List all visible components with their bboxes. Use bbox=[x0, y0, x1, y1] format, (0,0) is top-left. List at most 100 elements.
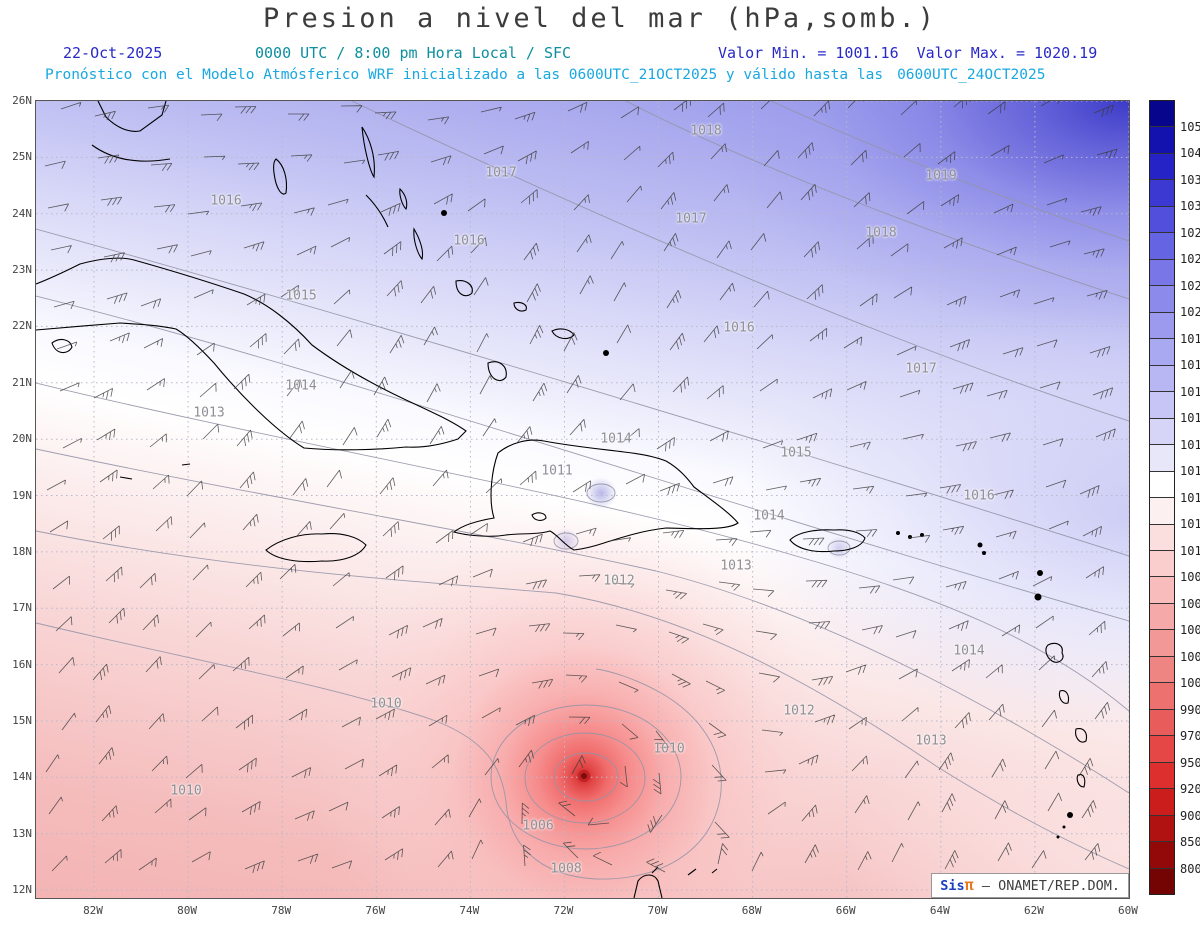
valid-time: 0000 UTC / 8:00 pm Hora Local / SFC bbox=[255, 44, 572, 62]
lat-tick-label: 24N bbox=[12, 206, 32, 220]
colorbar-segment bbox=[1150, 629, 1174, 656]
lon-tick-label: 64W bbox=[929, 904, 950, 917]
vector-overlay bbox=[36, 101, 1129, 898]
minmax-values: Valor Min. = 1001.16 Valor Max. = 1020.19 bbox=[718, 44, 1115, 62]
lat-tick-label: 13N bbox=[12, 826, 32, 840]
lon-tick-label: 82W bbox=[83, 904, 103, 917]
isobar-value-label: 1010 bbox=[653, 741, 685, 757]
colorbar-segment bbox=[1150, 126, 1174, 153]
pi-symbol: π bbox=[964, 876, 974, 894]
credit-badge: Sisπ – ONAMET/REP.DOM. bbox=[931, 873, 1129, 898]
colorbar-segment bbox=[1150, 497, 1174, 524]
colorbar-tick-label: 1028 bbox=[1180, 225, 1200, 240]
colorbar-tick-label: 1030 bbox=[1180, 199, 1200, 213]
colorbar-tick-label: 900 bbox=[1180, 808, 1200, 823]
isobar-value-label: 1013 bbox=[193, 405, 225, 421]
colorbar-tick-label: 1015 bbox=[1180, 437, 1200, 452]
colorbar-tick-label: 1000 bbox=[1180, 676, 1200, 690]
colorbar-segment bbox=[1150, 708, 1174, 736]
isobar-value-label: 1014 bbox=[953, 643, 985, 659]
coastlines-layer bbox=[36, 101, 1088, 898]
colorbar-tick-label: 1020 bbox=[1180, 305, 1200, 319]
colorbar-tick-label: 1016 bbox=[1180, 411, 1200, 425]
isobar-value-label: 1017 bbox=[485, 165, 517, 181]
colorbar-tick-label: 1040 bbox=[1180, 146, 1200, 160]
colorbar-tick-label: 990 bbox=[1180, 702, 1200, 717]
colorbar-segment bbox=[1150, 788, 1174, 815]
colorbar-segment bbox=[1150, 549, 1174, 577]
colorbar-segment bbox=[1150, 867, 1174, 895]
colorbar-segment bbox=[1150, 735, 1174, 762]
isobar-value-label: 1006 bbox=[522, 818, 554, 834]
isobar-value-label: 1012 bbox=[783, 703, 815, 719]
colorbar-segment bbox=[1150, 841, 1174, 868]
colorbar-segment bbox=[1150, 364, 1174, 392]
lat-tick-label: 14N bbox=[12, 770, 32, 784]
colorbar-segment bbox=[1150, 814, 1174, 842]
onamet-credit: – ONAMET/REP.DOM. bbox=[981, 878, 1120, 894]
isobar-value-label: 1018 bbox=[865, 225, 897, 241]
isobar-value-label: 1019 bbox=[925, 168, 957, 184]
colorbar-segment bbox=[1150, 101, 1174, 127]
colorbar-segment bbox=[1150, 311, 1174, 339]
colorbar-segment bbox=[1150, 523, 1174, 550]
isobar-value-label: 1014 bbox=[600, 431, 632, 447]
lat-tick-label: 18N bbox=[12, 544, 32, 558]
colorbar-tick-label: 970 bbox=[1180, 729, 1200, 743]
lat-tick-label: 15N bbox=[12, 713, 32, 727]
storm-center-mark bbox=[578, 770, 590, 782]
colorbar-tick-label: 1035 bbox=[1180, 172, 1200, 187]
colorbar-segment bbox=[1150, 444, 1174, 471]
forecast-info-line: Pronóstico con el Modelo Atmósferico WRF… bbox=[45, 67, 1165, 83]
colorbar-tick-label: 1002 bbox=[1180, 649, 1200, 664]
colorbar-segment bbox=[1150, 417, 1174, 445]
lat-tick-label: 21N bbox=[12, 375, 32, 389]
colorbar-segment bbox=[1150, 152, 1174, 180]
min-value-label: Valor Min. = 1001.16 bbox=[718, 44, 899, 62]
colorbar-tick-label: 1018 bbox=[1180, 358, 1200, 372]
lon-tick-label: 60W bbox=[1118, 904, 1138, 917]
colorbar-segment bbox=[1150, 602, 1174, 630]
isobar-value-label: 1016 bbox=[723, 320, 755, 336]
isobar-value-label: 1015 bbox=[285, 288, 317, 304]
lat-tick-label: 19N bbox=[12, 488, 32, 502]
lon-tick-label: 76W bbox=[365, 904, 386, 917]
isobar-value-label: 1016 bbox=[453, 233, 485, 249]
lat-tick-label: 20N bbox=[12, 432, 32, 446]
wind-barbs-layer bbox=[44, 101, 1118, 874]
sispi-logo-text: Sis bbox=[940, 878, 965, 894]
lat-tick-label: 17N bbox=[12, 601, 32, 615]
isobar-value-label: 1017 bbox=[905, 361, 937, 377]
lat-tick-label: 23N bbox=[12, 263, 32, 277]
max-value-label: Valor Max. = 1020.19 bbox=[916, 44, 1098, 62]
colorbar-tick-label: 950 bbox=[1180, 755, 1200, 770]
isobar-value-label: 1013 bbox=[915, 733, 947, 749]
isobar-value-label: 1010 bbox=[170, 783, 202, 799]
colorbar-segment bbox=[1150, 338, 1174, 365]
colorbar-tick-label: 1008 bbox=[1180, 570, 1200, 584]
isobars-layer bbox=[36, 101, 1129, 880]
lon-tick-label: 74W bbox=[459, 904, 480, 917]
colorbar-segment bbox=[1150, 761, 1174, 789]
colorbar-segment bbox=[1150, 391, 1174, 418]
lon-tick-label: 68W bbox=[741, 904, 762, 917]
colorbar-segment bbox=[1150, 655, 1174, 683]
isobar-value-label: 1016 bbox=[210, 193, 242, 209]
isobar-value-label: 1014 bbox=[753, 508, 785, 524]
colorbar-tick-label: 1050 bbox=[1180, 119, 1200, 134]
forecast-valid-until: 0600UTC_24OCT2025 bbox=[897, 67, 1046, 83]
colorbar-segment bbox=[1150, 258, 1174, 286]
lat-tick-label: 16N bbox=[12, 657, 32, 671]
colorbar-tick-label: 1019 bbox=[1180, 331, 1200, 346]
colorbar-segment bbox=[1150, 682, 1174, 709]
colorbar-tick-label: 1013 bbox=[1180, 490, 1200, 505]
colorbar-tick-label: 1006 bbox=[1180, 596, 1200, 611]
colorbar-segment bbox=[1150, 232, 1174, 259]
pressure-map: 1018 1017 1019 1016 1017 1018 1016 1015 1016 1017… bbox=[35, 100, 1130, 899]
valid-date: 22-Oct-2025 bbox=[63, 44, 163, 62]
isobar-value-label: 1017 bbox=[675, 211, 707, 227]
colorbar-segment bbox=[1150, 576, 1174, 603]
colorbar-segment bbox=[1150, 285, 1174, 312]
lon-tick-label: 62W bbox=[1023, 904, 1044, 917]
isobar-value-label: 1018 bbox=[690, 123, 722, 139]
